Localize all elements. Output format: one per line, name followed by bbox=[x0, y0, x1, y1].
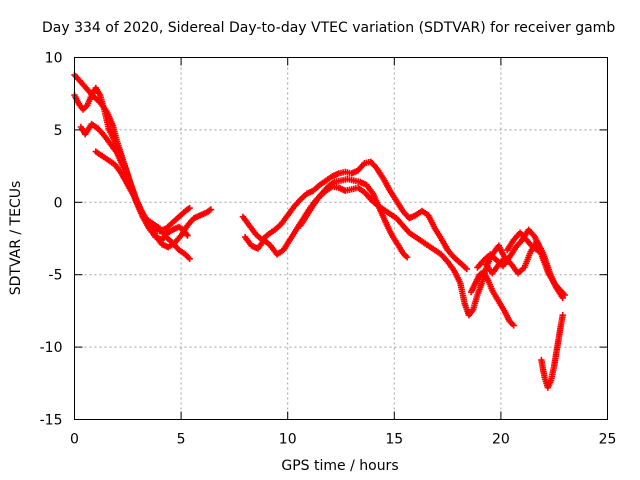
data-point bbox=[403, 254, 411, 261]
data-series bbox=[467, 268, 517, 329]
data-point bbox=[207, 206, 215, 213]
data-series bbox=[482, 238, 566, 302]
data-point bbox=[536, 248, 543, 255]
y-tick-label: 10 bbox=[45, 51, 63, 67]
data-series bbox=[71, 84, 193, 262]
data-point bbox=[186, 204, 193, 212]
data-point bbox=[186, 255, 193, 262]
y-tick-label: -5 bbox=[49, 268, 63, 284]
y-tick-label: -10 bbox=[40, 340, 63, 356]
data-series bbox=[504, 229, 543, 255]
data-points bbox=[71, 71, 569, 391]
x-tick-label: 15 bbox=[385, 432, 403, 448]
x-tick-label: 10 bbox=[279, 432, 297, 448]
data-point bbox=[559, 312, 566, 319]
x-tick-label: 0 bbox=[70, 432, 79, 448]
x-axis-label: GPS time / hours bbox=[281, 458, 398, 474]
data-series bbox=[538, 312, 566, 391]
x-tick-label: 25 bbox=[599, 432, 617, 448]
chart-title: Day 334 of 2020, Sidereal Day-to-day VTE… bbox=[42, 20, 615, 36]
y-axis-label: SDTVAR / TECUs bbox=[8, 181, 24, 296]
y-tick-label: 0 bbox=[54, 195, 63, 211]
plot-frame bbox=[74, 57, 608, 420]
data-series bbox=[239, 158, 470, 273]
data-point bbox=[559, 294, 566, 302]
data-series bbox=[92, 148, 193, 235]
data-point bbox=[463, 265, 470, 273]
y-tick-label: -15 bbox=[40, 413, 63, 429]
x-tick-label: 20 bbox=[492, 432, 510, 448]
x-tick-label: 5 bbox=[177, 432, 186, 448]
y-tick-label: 5 bbox=[54, 123, 63, 139]
data-point bbox=[184, 232, 191, 239]
data-point bbox=[510, 322, 517, 329]
